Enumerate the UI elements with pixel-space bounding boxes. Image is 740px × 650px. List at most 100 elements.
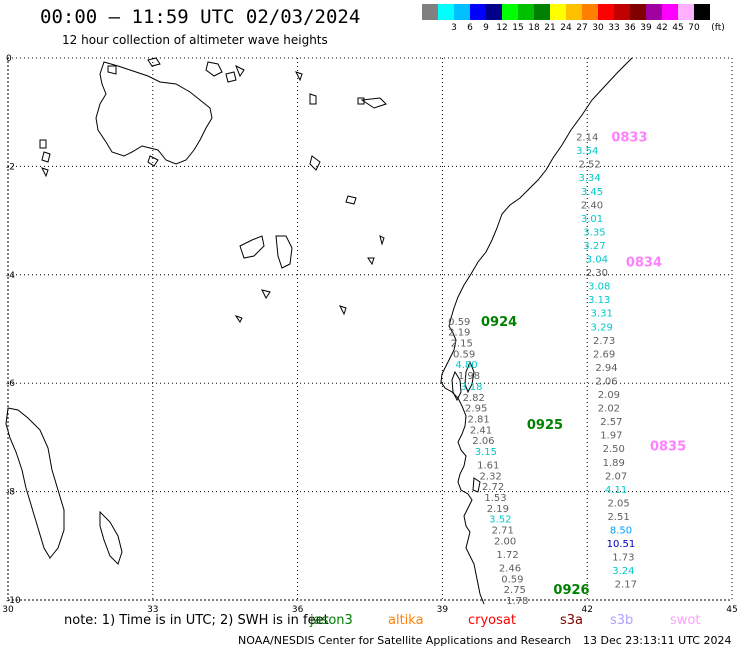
wave-height-value: 2.30: [586, 268, 608, 279]
wave-height-value: 4.11: [605, 485, 627, 496]
wave-height-value: 3.45: [581, 187, 603, 198]
lat-tick-label: -4: [6, 271, 15, 281]
legend-swatch: [582, 4, 598, 20]
wave-height-value: 1.97: [600, 431, 622, 442]
legend-label: 30: [592, 23, 604, 33]
lon-tick-label: 39: [437, 605, 449, 615]
legend-swatch: [678, 4, 694, 20]
track-0925: 1.612.322.721.532.193.522.712.00 1.72 2.46…: [477, 418, 563, 585]
wave-height-value: 2.05: [607, 498, 629, 509]
lat-tick-label: 0: [6, 54, 12, 64]
lon-tick-label: 45: [726, 605, 737, 615]
wave-height-value: 2.50: [603, 444, 625, 455]
longitude-tick-labels: 30 33 36 39 42 45: [2, 605, 737, 615]
frame-rect: [7, 57, 733, 601]
wave-height-value: 2.32: [480, 471, 502, 482]
wave-height-value: 8.50: [610, 526, 632, 537]
lake-rukwa: [99, 510, 123, 565]
pemba-island: [464, 360, 475, 394]
wave-height-value: 3.31: [591, 309, 613, 320]
page-title: 00:00 – 11:59 UTC 02/03/2024: [40, 6, 361, 28]
wave-height-value: 1.72: [496, 550, 518, 561]
wave-height-value: 1.78: [506, 596, 528, 607]
wave-height-value: 2.14: [576, 133, 598, 144]
legend-swatch: [646, 4, 662, 20]
legend-swatch: [486, 4, 502, 20]
wave-height-value: 2.19: [487, 504, 509, 515]
satellite-altika: altika: [388, 613, 424, 628]
wave-height-value: 2.06: [595, 376, 617, 387]
reservoir-s1: [239, 235, 265, 259]
wave-height-value: 2.09: [598, 390, 620, 401]
wave-height-value: 1.98: [458, 371, 480, 382]
track-time-label: 0834: [626, 255, 662, 270]
latitude-tick-labels: 0 -2 -4 -6 -8 -10: [6, 54, 21, 606]
legend-label: 24: [560, 23, 572, 33]
wave-height-value: 3.13: [588, 295, 610, 306]
small-lake-ne: [235, 64, 245, 78]
wave-height-value: 2.72: [482, 482, 504, 493]
track-0833: 2.14 3.54 2.52 3.34 3.45 2.40 3.01 3.35 3.27 3.04…: [576, 131, 647, 280]
wave-height-value: 3.34: [578, 173, 600, 184]
legend-label: 12: [496, 23, 508, 33]
legend-label: 9: [483, 23, 489, 33]
wave-height-value: 1.53: [484, 493, 506, 504]
map-frame: [7, 57, 733, 601]
credit-line: NOAA/NESDIS Center for Satellite Applica…: [238, 634, 572, 647]
wave-height-value: 2.82: [463, 393, 485, 404]
lake-kyoga-fragment: [147, 57, 161, 67]
legend-label: 70: [688, 23, 700, 33]
legend-label: 33: [608, 23, 620, 33]
wave-height-value: 2.57: [600, 417, 622, 428]
track-time-label: 0926: [553, 583, 589, 598]
legend-label: 27: [576, 23, 588, 33]
lake-kivu-fragment-2: [41, 151, 51, 163]
legend-swatch: [470, 4, 486, 20]
legend-label: 6: [467, 23, 473, 33]
small-lake-s3: [379, 235, 385, 246]
wave-height-value: 3.24: [612, 566, 634, 577]
track-0926: 2.751.78 0926: [504, 583, 590, 607]
wave-height-value: 2.69: [593, 349, 615, 360]
lake-victoria-island-1: [107, 65, 117, 75]
satellite-jason3: jason3: [310, 613, 353, 628]
wave-height-value: 3.15: [475, 447, 497, 458]
wave-height-value: 2.07: [605, 471, 627, 482]
legend-swatch: [598, 4, 614, 20]
lake-victoria-island-2: [147, 155, 159, 167]
lake-rukwa-fragment: [261, 289, 271, 299]
lat-tick-label: -8: [6, 488, 15, 498]
wave-height-value: 3.54: [576, 146, 598, 157]
wave-height-value: 2.00: [494, 536, 516, 547]
wave-height-value: 10.51: [607, 539, 636, 550]
small-lake-s4: [367, 257, 375, 266]
legend-label: 15: [512, 23, 524, 33]
lon-tick-label: 42: [581, 605, 592, 615]
lake-balangida: [345, 195, 357, 205]
track-time-label: 0924: [481, 315, 517, 330]
lat-tick-label: -10: [6, 596, 21, 606]
track-0834: 3.08 3.13 3.31 3.29 2.73 2.69 2.94 2.06 2.09 2.02…: [588, 255, 662, 441]
legend-swatch: [566, 4, 582, 20]
wave-height-value: 2.73: [593, 336, 615, 347]
lake-manyara: [360, 97, 387, 109]
wave-height-value: 2.51: [607, 512, 629, 523]
legend-swatch: [662, 4, 678, 20]
wave-height-value: 3.35: [583, 227, 605, 238]
track-time-label: 0925: [527, 418, 563, 433]
small-lake-w: [41, 167, 49, 178]
legend-swatch: [550, 4, 566, 20]
wave-height-value: 3.52: [489, 515, 511, 526]
wave-height-value: 2.71: [492, 526, 514, 537]
coastlines: [5, 57, 633, 605]
legend-swatch: [502, 4, 518, 20]
mafia-island: [472, 477, 481, 493]
wave-height-value: 1.89: [603, 458, 625, 469]
legend-label: 3: [451, 23, 457, 33]
lat-tick-label: -6: [6, 379, 15, 389]
lake-victoria: [95, 61, 213, 165]
small-lake-s: [234, 315, 243, 323]
wave-height-value: 2.06: [472, 436, 494, 447]
lake-naivasha: [357, 97, 365, 105]
